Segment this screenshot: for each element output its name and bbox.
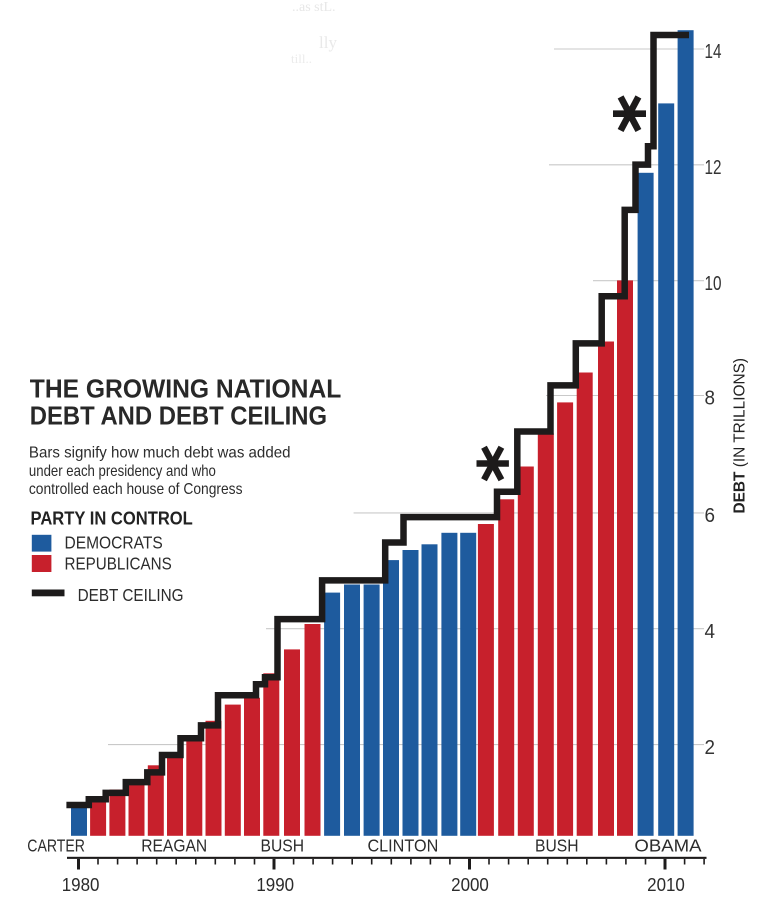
svg-text:12: 12 (705, 156, 722, 179)
svg-text:6: 6 (705, 504, 716, 527)
svg-text:Bars signify how much debt was: Bars signify how much debt was added (29, 445, 291, 462)
svg-text:PARTY IN CONTROL: PARTY IN CONTROL (31, 509, 193, 529)
svg-text:REPUBLICANS: REPUBLICANS (65, 553, 172, 573)
svg-text:lly: lly (319, 33, 337, 52)
svg-text:REAGAN: REAGAN (141, 835, 207, 855)
svg-text:DEMOCRATS: DEMOCRATS (65, 532, 163, 552)
svg-text:THE GROWING NATIONAL: THE GROWING NATIONAL (30, 374, 342, 404)
svg-text:OBAMA: OBAMA (634, 835, 702, 855)
svg-text:CLINTON: CLINTON (367, 835, 438, 855)
svg-text:under each presidency and who: under each presidency and who (29, 463, 216, 480)
svg-text:1980: 1980 (62, 875, 100, 895)
svg-text:CARTER: CARTER (27, 835, 85, 855)
svg-text:till..: till.. (291, 51, 312, 66)
svg-text:controlled each house of Congr: controlled each house of Congress (29, 481, 243, 498)
svg-text:1990: 1990 (256, 875, 294, 895)
svg-text:DEBT AND DEBT CEILING: DEBT AND DEBT CEILING (30, 400, 327, 430)
svg-text:2: 2 (705, 736, 716, 759)
svg-text:2000: 2000 (451, 875, 489, 895)
svg-text:DEBT CEILING: DEBT CEILING (78, 585, 184, 605)
svg-text:..as stL.: ..as stL. (292, 0, 336, 15)
svg-text:4: 4 (705, 620, 716, 643)
svg-text:2010: 2010 (647, 875, 685, 895)
svg-text:10: 10 (705, 272, 722, 295)
svg-text:BUSH: BUSH (535, 835, 579, 855)
svg-text:BUSH: BUSH (261, 835, 305, 855)
svg-text:8: 8 (705, 387, 716, 410)
svg-text:DEBT (IN TRILLIONS): DEBT (IN TRILLIONS) (732, 358, 749, 514)
svg-text:14: 14 (705, 40, 722, 63)
